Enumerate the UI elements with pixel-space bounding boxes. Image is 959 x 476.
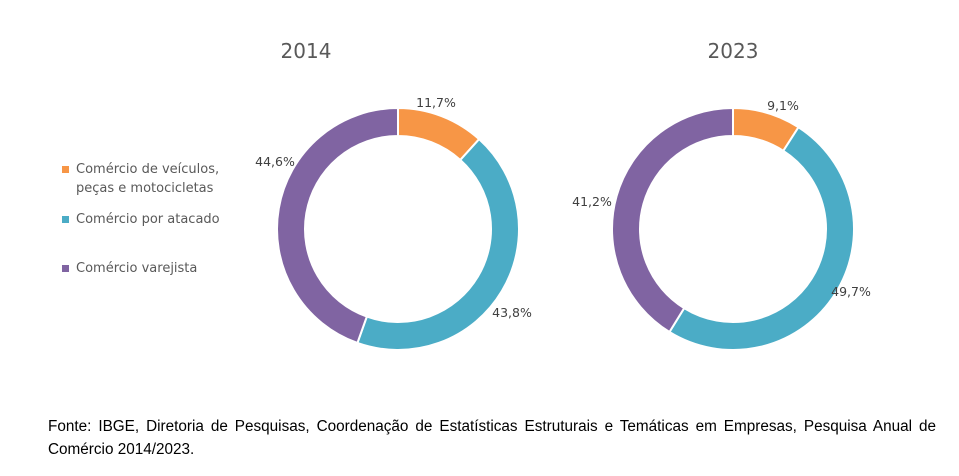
legend-item-veiculos: Comércio de veículos, peças e motociclet… (62, 160, 262, 198)
legend-label-veiculos-line1: Comércio de veículos, (76, 162, 220, 177)
data-labels-2023: 9,1% 49,7% 41,2% (572, 98, 871, 299)
data-label-2023-veiculos: 9,1% (767, 98, 799, 113)
chart-title-2023: 2023 (708, 39, 759, 63)
legend-swatch-veiculos (62, 166, 69, 173)
legend-label-varejista: Comércio varejista (76, 261, 198, 276)
donut-2023 (611, 106, 855, 351)
slice-2014-atacado (356, 137, 520, 351)
donut-charts: 2014 2023 11,7% 43,8% 44,6% 9,1% 49,7% 41,2% (255, 39, 871, 351)
data-label-2014-atacado: 43,8% (492, 305, 532, 320)
data-label-2014-varejista: 44,6% (255, 154, 295, 169)
legend-label-veiculos-line2: peças e motocicletas (76, 181, 214, 196)
legend-item-atacado: Comércio por atacado (62, 210, 262, 229)
source-note: Fonte: IBGE, Diretoria de Pesquisas, Coo… (48, 418, 936, 458)
chart-title-2014: 2014 (281, 39, 332, 63)
legend-swatch-varejista (62, 265, 69, 272)
data-label-2023-atacado: 49,7% (831, 284, 871, 299)
data-label-2023-varejista: 41,2% (572, 194, 612, 209)
data-label-2014-veiculos: 11,7% (416, 95, 456, 110)
slice-2014-varejista (276, 106, 399, 345)
legend-item-varejista: Comércio varejista (62, 259, 262, 278)
legend-swatch-atacado (62, 216, 69, 223)
slice-2023-varejista (611, 106, 734, 334)
donut-2014 (276, 106, 520, 351)
legend-label-atacado: Comércio por atacado (76, 212, 220, 227)
data-labels-2014: 11,7% 43,8% 44,6% (255, 95, 532, 320)
slice-2023-atacado (668, 125, 855, 351)
